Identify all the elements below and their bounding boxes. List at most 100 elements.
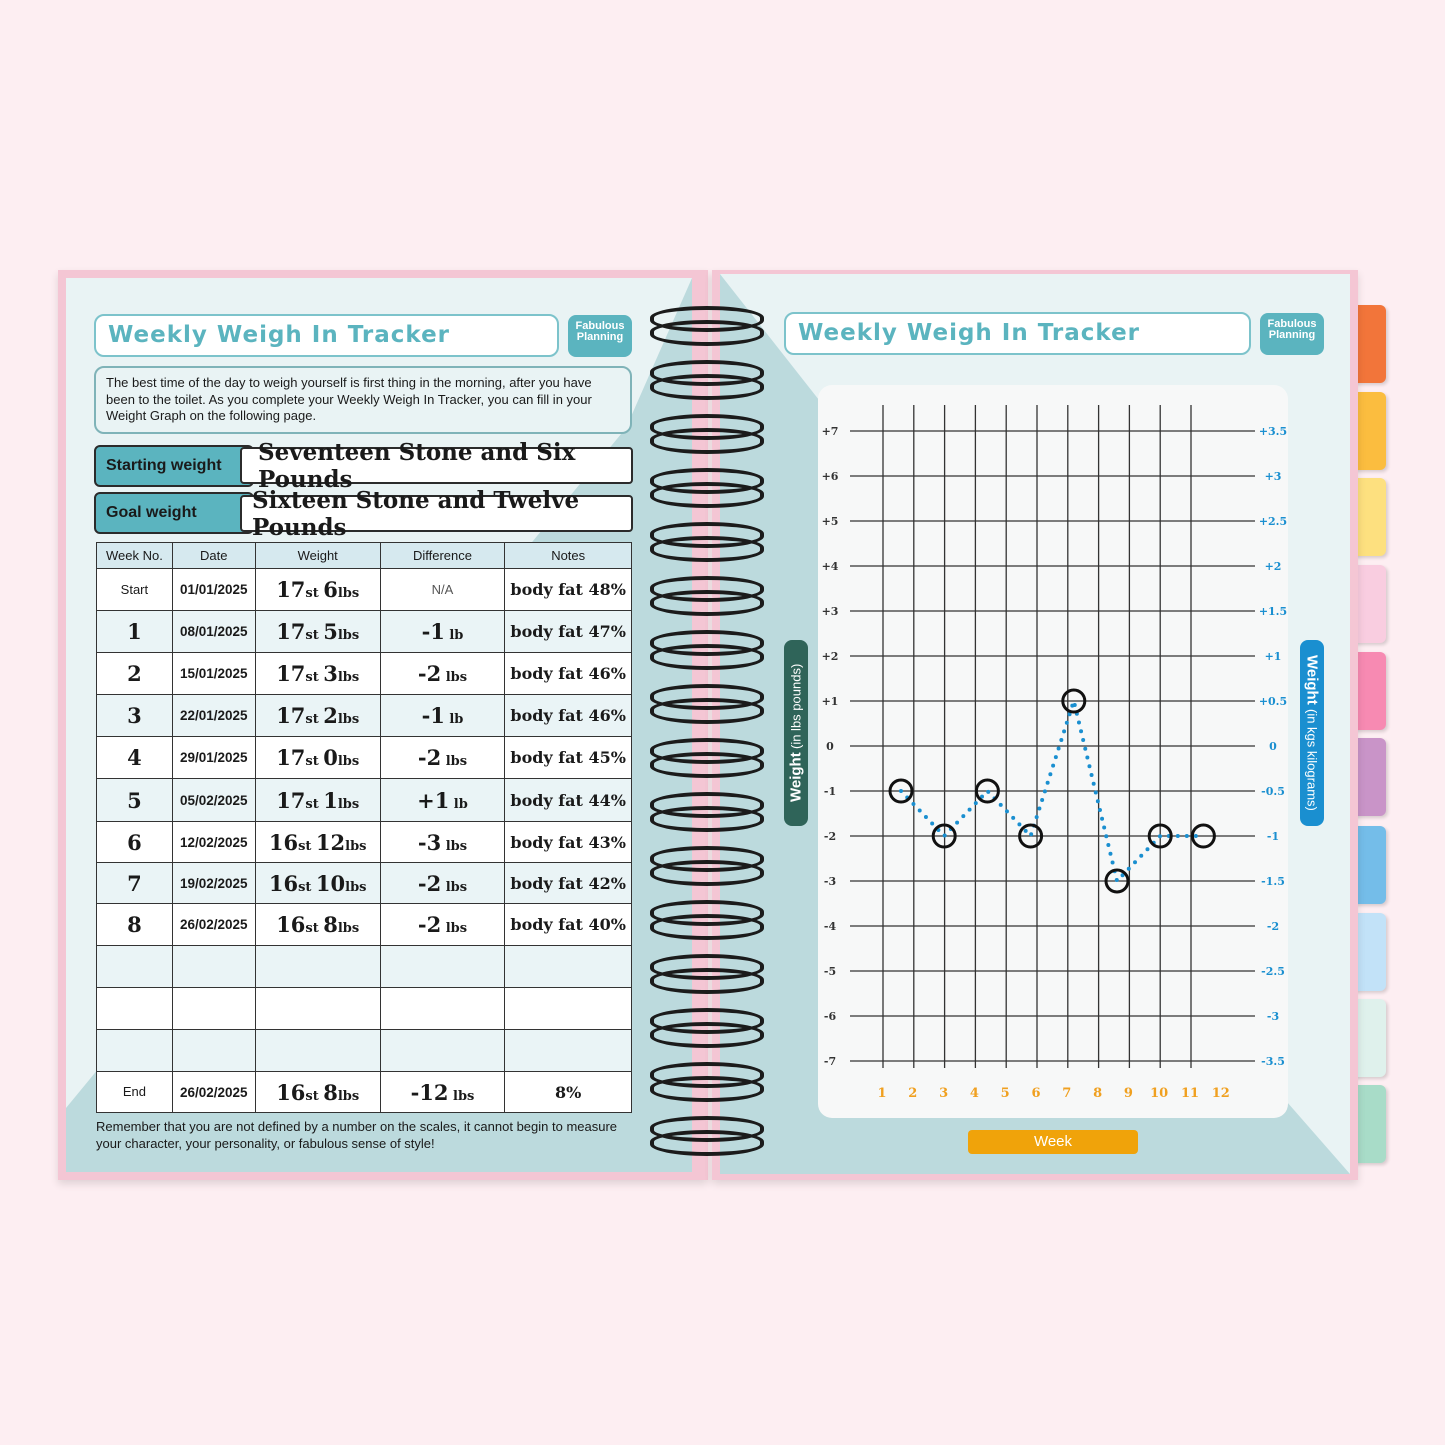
pounds-unit: lbs [345,838,367,854]
date-cell[interactable]: 12/02/2025 [171,821,256,863]
y-tick-label: -7 [824,1055,836,1068]
pounds-unit: lbs [345,879,367,895]
right-axis-label: Weight (in kgs kilograms) [1300,640,1324,826]
goal-weight-label: Goal weight [94,492,254,534]
week-no-cell[interactable]: 8 [96,903,173,946]
notes-cell[interactable]: body fat 46% [504,652,632,695]
y2-tick-label: +3.5 [1259,425,1287,438]
x-tick-label: 11 [1181,1086,1199,1101]
date-cell[interactable]: 08/01/2025 [171,610,256,653]
notes-cell[interactable] [504,945,632,988]
table-row: 5 05/02/2025 17st 1lbs +1 lb body fat 44% [96,778,632,822]
table-row: 6 12/02/2025 16st 12lbs -3 lbs body fat 43% [96,821,632,863]
difference-cell[interactable]: N/A [379,568,506,611]
date-cell[interactable] [171,1029,256,1072]
weight-cell[interactable] [254,1029,381,1072]
difference-cell[interactable]: -2 lbs [379,903,506,946]
x-tick-label: 12 [1212,1086,1230,1101]
date-cell[interactable]: 22/01/2025 [171,694,256,737]
x-tick-label: 8 [1093,1086,1102,1101]
spiral-ring [650,536,764,562]
week-cell: 5 [127,787,142,813]
left-axis-label: Weight (in lbs pounds) [784,640,808,826]
notes-cell[interactable]: body fat 43% [504,821,632,863]
notes-cell[interactable]: 8% [504,1071,632,1113]
data-point-marker [888,778,914,804]
weight-cell[interactable]: 16st 12lbs [254,821,381,863]
data-point-marker [1104,868,1130,894]
week-no-cell[interactable] [96,1029,173,1072]
difference-cell[interactable]: +1 lb [379,778,506,822]
difference-cell[interactable] [379,945,506,988]
weight-cell[interactable]: 17st 5lbs [254,610,381,653]
y2-tick-label: +1.5 [1259,605,1287,618]
date-cell[interactable]: 05/02/2025 [171,778,256,822]
logo-text: Fabulous Planning [575,320,625,343]
y-tick-label: 0 [826,740,834,753]
weight-pounds: 2 [323,703,338,728]
x-tick-label: 7 [1062,1086,1071,1101]
notes-cell[interactable]: body fat 45% [504,736,632,779]
pounds-unit: lbs [337,754,360,769]
spiral-ring [650,590,764,616]
axis-label-unit: (in lbs pounds) [788,663,804,749]
week-no-cell[interactable]: 4 [96,736,173,779]
difference-value: -3 [417,829,442,855]
difference-cell[interactable]: -3 lbs [379,821,506,863]
difference-cell[interactable]: -2 lbs [379,862,506,904]
weight-cell[interactable]: 17st 3lbs [254,652,381,695]
weight-cell[interactable]: 17st 0lbs [254,736,381,779]
notes-cell[interactable] [504,1029,632,1072]
y2-tick-label: -2 [1267,920,1279,933]
pounds-unit: lbs [337,796,360,812]
table-row [96,1029,632,1072]
difference-cell[interactable]: -12 lbs [379,1071,506,1113]
weight-cell[interactable]: 17st 6lbs [254,568,381,611]
pounds-unit: lbs [337,921,360,936]
weight-cell[interactable]: 16st 10lbs [254,862,381,904]
stone-unit: st [305,754,319,769]
goal-weight-value[interactable]: Sixteen Stone and Twelve Pounds [240,487,633,541]
week-no-cell[interactable]: 6 [96,821,173,863]
header-week: Week No. [96,542,173,569]
week-no-cell[interactable]: 2 [96,652,173,695]
week-no-cell[interactable] [96,945,173,988]
spiral-ring [650,1076,764,1102]
difference-value: +1 [417,787,450,813]
spiral-ring [650,914,764,940]
date-cell[interactable]: 01/01/2025 [171,568,256,611]
weight-cell[interactable] [254,987,381,1030]
date-cell[interactable]: 29/01/2025 [171,736,256,779]
week-no-cell[interactable]: 3 [96,694,173,737]
week-no-cell[interactable]: 7 [96,862,173,904]
difference-cell[interactable] [379,1029,506,1072]
weight-cell[interactable]: 16st 8lbs [254,1071,381,1113]
week-no-cell[interactable]: 1 [96,610,173,653]
weight-stone: 17 [276,703,306,728]
difference-cell[interactable]: -2 lbs [379,652,506,695]
weight-stone: 16 [276,912,306,937]
notes-cell[interactable]: body fat 44% [504,778,632,822]
y2-tick-label: -3.5 [1261,1055,1285,1068]
notes-cell[interactable]: body fat 47% [504,610,632,653]
table-row: End 26/02/2025 16st 8lbs -12 lbs 8% [96,1071,632,1113]
notes-cell[interactable]: body fat 48% [504,568,632,611]
date-cell[interactable]: 26/02/2025 [171,1071,256,1113]
week-no-cell[interactable]: End [96,1071,173,1113]
fabulous-planning-logo: Fabulous Planning [1260,313,1324,355]
date-cell[interactable]: 15/01/2025 [171,652,256,695]
data-point-marker [1190,823,1216,849]
date-cell[interactable] [171,945,256,988]
weight-cell[interactable]: 17st 1lbs [254,778,381,822]
weight-stone: 17 [276,661,306,686]
y-tick-label: +2 [822,650,839,663]
week-cell: Start [120,581,149,597]
week-no-cell[interactable]: 5 [96,778,173,822]
weight-stone: 17 [276,577,306,602]
y-tick-label: +5 [822,515,839,528]
weight-cell[interactable]: 16st 8lbs [254,903,381,946]
notes-cell[interactable]: body fat 42% [504,862,632,904]
table-row: 2 15/01/2025 17st 3lbs -2 lbs body fat 46% [96,652,632,695]
difference-cell[interactable] [379,987,506,1030]
date-cell[interactable]: 19/02/2025 [171,862,256,904]
